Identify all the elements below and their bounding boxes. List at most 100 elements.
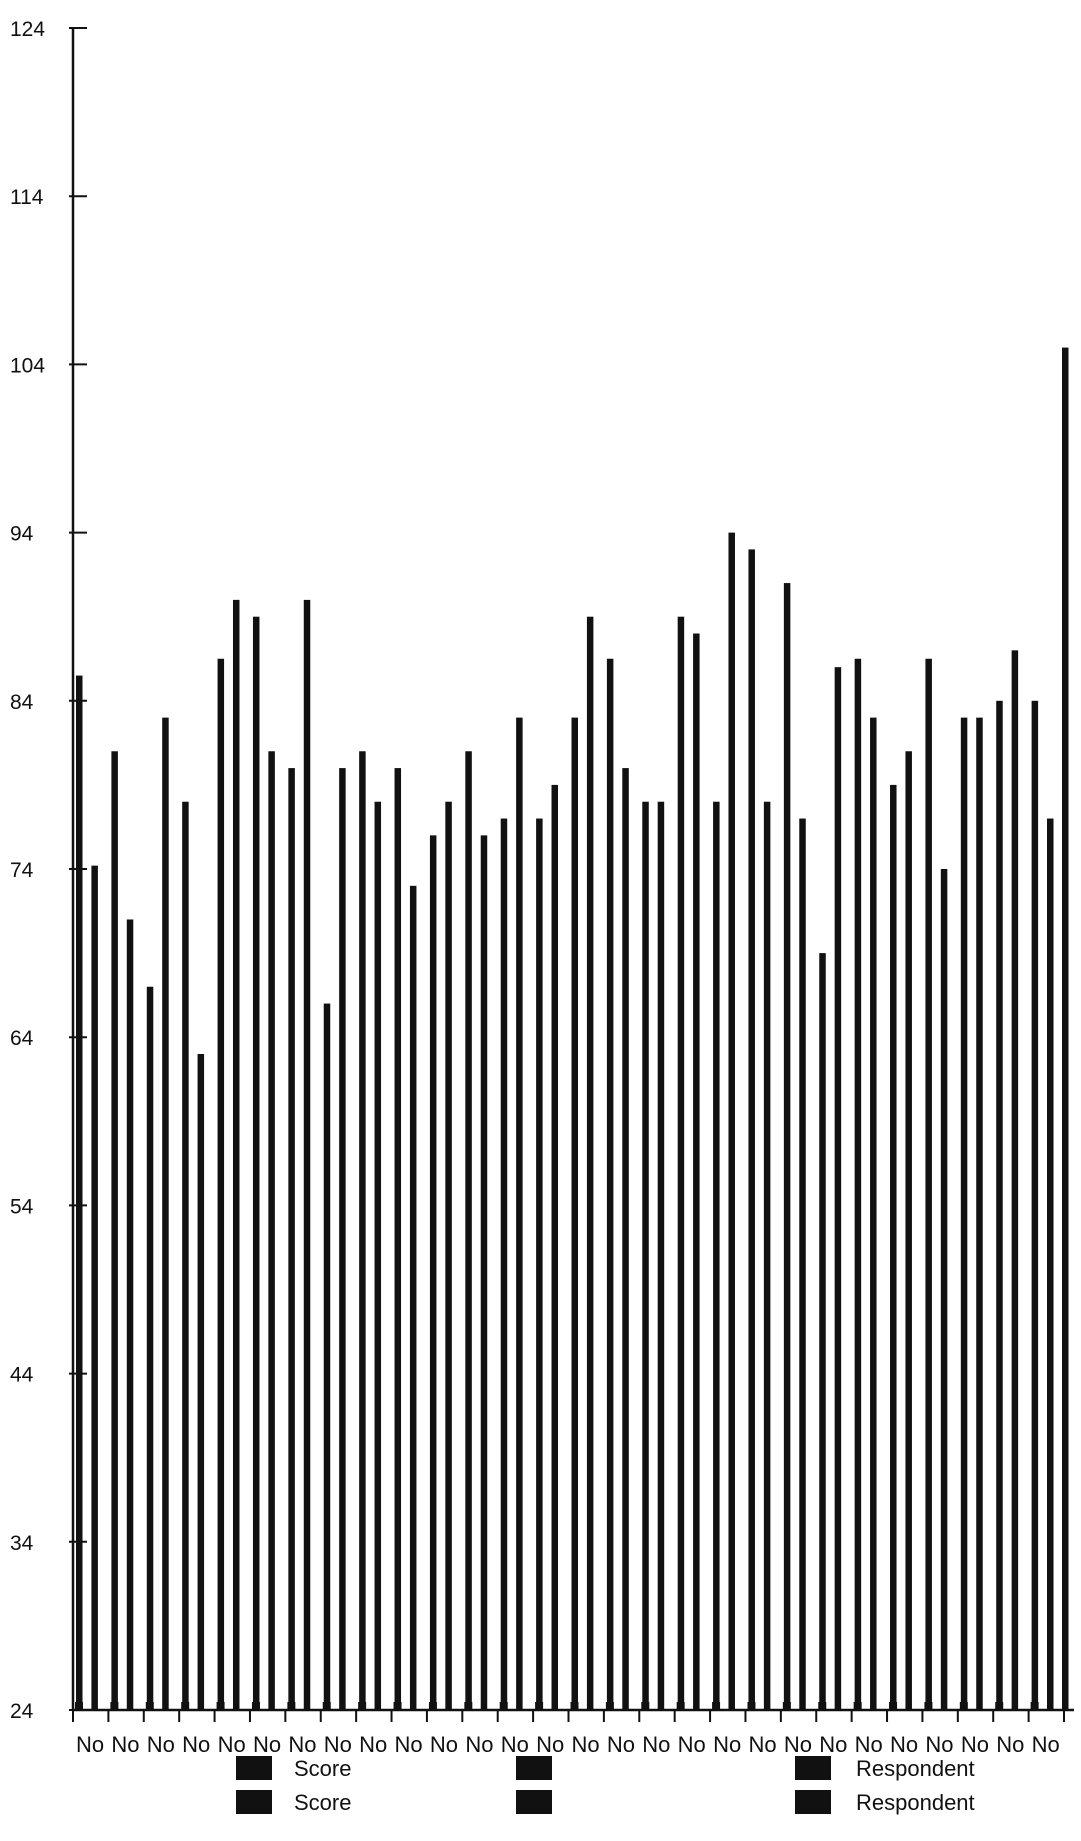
category-label-7: No	[324, 1732, 352, 1757]
legend-label-4: Respondent	[856, 1756, 975, 1781]
bar-score-20	[783, 583, 791, 1710]
bar-score-13	[536, 818, 543, 1710]
bar-score-12	[500, 818, 508, 1710]
category-label-12: No	[501, 1732, 529, 1757]
bar-respondent-13	[551, 784, 559, 1710]
legend-swatch-4	[795, 1756, 831, 1780]
bar-score-26	[996, 700, 1003, 1710]
category-label-21: No	[819, 1732, 847, 1757]
category-label-17: No	[678, 1732, 706, 1757]
bar-respondent-6	[303, 599, 311, 1710]
y-tick-label-3: 54	[10, 1195, 34, 1218]
x-axis	[72, 1708, 1074, 1722]
bar-respondent-24	[940, 869, 948, 1710]
bar-score-0	[76, 675, 83, 1710]
y-tick-label-8: 104	[10, 354, 45, 377]
category-label-3: No	[182, 1732, 210, 1757]
bar-respondent-16	[657, 801, 665, 1710]
bar-score-24	[925, 658, 932, 1710]
category-label-24: No	[925, 1732, 953, 1757]
legend-swatch-3	[516, 1790, 552, 1814]
legend: Score Score Respondent Respondent	[236, 1756, 975, 1815]
category-label-11: No	[465, 1732, 493, 1757]
bar-score-8	[359, 751, 366, 1710]
category-label-8: No	[359, 1732, 387, 1757]
category-label-22: No	[855, 1732, 883, 1757]
bar-respondent-20	[799, 818, 806, 1710]
category-label-0: No	[76, 1732, 104, 1757]
y-tick-label-2: 44	[10, 1364, 34, 1387]
category-label-19: No	[748, 1732, 776, 1757]
bar-score-7	[323, 1003, 331, 1710]
bar-respondent-15	[622, 768, 629, 1710]
category-label-6: No	[288, 1732, 316, 1757]
bar-respondent-9	[409, 885, 417, 1710]
bar-score-15	[606, 658, 614, 1710]
category-label-27: No	[1032, 1732, 1060, 1757]
bar-respondent-0	[91, 865, 98, 1710]
bar-respondent-8	[374, 801, 382, 1710]
category-label-9: No	[395, 1732, 423, 1757]
bar-score-16	[642, 801, 649, 1710]
bar-score-17	[677, 616, 685, 1711]
bar-score-10	[429, 835, 437, 1710]
y-tick-label-0: 24	[10, 1700, 34, 1723]
bar-respondent-2	[162, 717, 169, 1710]
category-label-13: No	[536, 1732, 564, 1757]
legend-label-1: Score	[294, 1790, 351, 1815]
y-tick-label-5: 74	[10, 859, 34, 882]
y-tick-label-9: 114	[10, 186, 44, 209]
bar-respondent-27	[1047, 818, 1054, 1710]
bar-score-11	[465, 751, 472, 1710]
category-label-5: No	[253, 1732, 281, 1757]
category-label-1: No	[111, 1732, 139, 1757]
bar-score-1	[111, 751, 118, 1710]
legend-swatch-0	[236, 1756, 272, 1780]
legend-label-0: Score	[294, 1756, 351, 1781]
legend-swatch-1	[236, 1790, 272, 1814]
bar-score-6	[288, 768, 295, 1710]
bar-score-22	[854, 658, 862, 1710]
legend-swatch-5	[795, 1790, 831, 1814]
category-label-15: No	[607, 1732, 635, 1757]
bar-respondent-23	[905, 751, 912, 1710]
bar-score-14	[571, 717, 578, 1710]
bar-respondent-12	[516, 717, 523, 1710]
bar-respondent-1	[126, 919, 134, 1710]
category-labels: No No No No No No No No No No No No No No No No No No No No…	[76, 1732, 1060, 1757]
bar-score-9	[394, 768, 402, 1710]
bars	[75, 347, 1069, 1711]
y-tick-label-1: 34	[10, 1532, 34, 1555]
bar-score-19	[748, 549, 755, 1711]
y-tick-label-10: 124	[10, 18, 45, 41]
bar-respondent-5	[268, 751, 275, 1710]
bar-respondent-10	[445, 801, 452, 1710]
category-label-2: No	[147, 1732, 175, 1757]
bar-respondent-26	[1011, 650, 1019, 1710]
category-label-20: No	[784, 1732, 812, 1757]
category-label-14: No	[572, 1732, 600, 1757]
category-label-25: No	[961, 1732, 989, 1757]
bar-score-21	[819, 953, 826, 1710]
y-tick-label-4: 64	[10, 1027, 34, 1050]
category-label-4: No	[218, 1732, 246, 1757]
legend-label-5: Respondent	[856, 1790, 975, 1815]
bar-score-4	[217, 658, 225, 1710]
bar-respondent-25	[976, 717, 983, 1710]
bar-respondent-7	[339, 768, 346, 1710]
bar-score-27	[1031, 700, 1039, 1710]
bar-score-2	[146, 986, 154, 1710]
bar-respondent-3	[197, 1054, 205, 1710]
y-tick-label-7: 94	[10, 523, 34, 546]
category-label-23: No	[890, 1732, 918, 1757]
bar-respondent-11	[480, 835, 488, 1710]
bar-score-3	[182, 801, 189, 1710]
category-label-26: No	[996, 1732, 1024, 1757]
bar-last	[1062, 347, 1069, 1711]
bar-score-23	[890, 784, 897, 1710]
bar-score-25	[960, 717, 968, 1710]
bar-respondent-4	[232, 599, 240, 1710]
bar-respondent-14	[586, 616, 594, 1711]
bar-respondent-18	[728, 532, 735, 1710]
